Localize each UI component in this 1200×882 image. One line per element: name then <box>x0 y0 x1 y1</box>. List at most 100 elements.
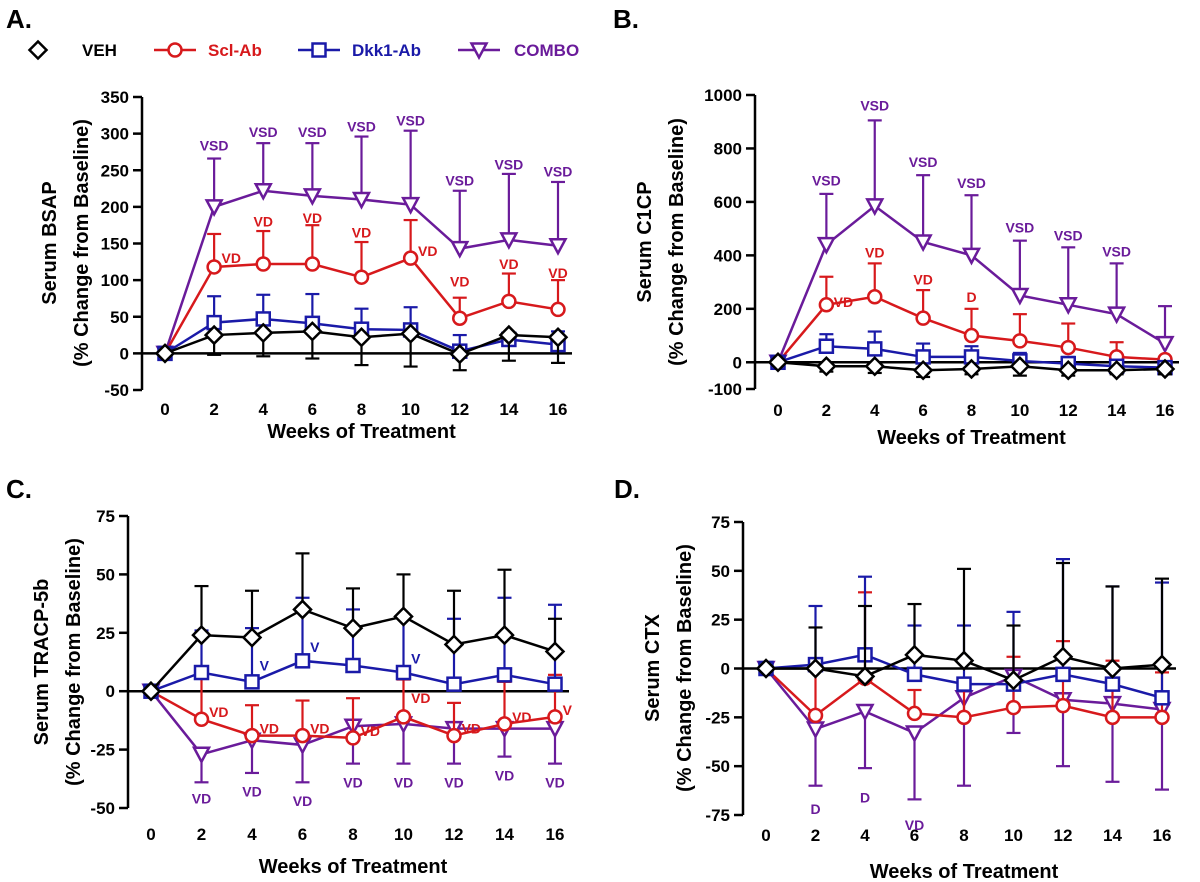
series-veh <box>755 561 1173 691</box>
y-axis-subtitle: (% Change from Baseline) <box>674 544 696 792</box>
data-point <box>449 343 471 365</box>
significance-label: VD <box>303 210 322 226</box>
data-point <box>393 606 414 627</box>
data-point <box>193 664 210 681</box>
x-tick-label: 6 <box>308 400 317 419</box>
data-point <box>867 289 883 305</box>
significance-label: VD <box>548 265 567 281</box>
panel-a: A. -50 0 50 100 150 200 250 300 350 0 2 4 6 8 10 12 14 16 W… <box>6 4 572 443</box>
significance-label: VSD <box>544 164 573 180</box>
x-axis-title: Weeks of Treatment <box>259 856 448 878</box>
legend-item-veh: VEH <box>27 39 117 61</box>
significance-label: VSD <box>445 173 474 189</box>
significance-label: VD <box>242 784 261 800</box>
x-tick-label: 6 <box>298 825 307 844</box>
x-tick-label: 4 <box>870 401 880 420</box>
significance-label: V <box>563 702 573 718</box>
data-point <box>203 324 225 346</box>
x-tick-label: 14 <box>1103 826 1122 845</box>
significance-label: VD <box>495 767 514 783</box>
data-point <box>1104 676 1121 692</box>
significance-label: VD <box>913 271 932 287</box>
data-point <box>906 705 923 722</box>
x-tick-label: 8 <box>357 400 366 419</box>
panel-b: B. -100 0 200 400 600 800 1000 0 2 4 6 8 10 12 14 16 Week… <box>613 4 1179 449</box>
x-tick-label: 4 <box>259 400 269 419</box>
significance-label: V <box>260 658 270 674</box>
data-point <box>401 196 421 215</box>
x-tick-label: 10 <box>401 400 420 419</box>
y-tick-label: -50 <box>104 381 129 400</box>
data-point <box>252 322 274 344</box>
data-point <box>867 341 883 357</box>
data-point <box>1052 646 1074 668</box>
y-tick-label: 0 <box>721 660 730 679</box>
data-point <box>1057 360 1079 381</box>
y-tick-label: 100 <box>101 271 129 290</box>
data-point <box>864 356 886 377</box>
y-tick-label: 600 <box>714 193 742 212</box>
y-tick-label: 350 <box>101 88 129 107</box>
data-point <box>767 352 789 373</box>
data-point <box>818 297 835 313</box>
legend-label: Dkk1-Ab <box>352 41 421 60</box>
x-axis-title: Weeks of Treatment <box>870 861 1059 882</box>
significance-label: VSD <box>957 175 986 191</box>
significance-label: VD <box>545 774 564 790</box>
x-tick-label: 8 <box>348 825 357 844</box>
data-point <box>547 326 569 348</box>
significance-label: VSD <box>298 124 327 140</box>
x-tick-label: 2 <box>197 825 206 844</box>
significance-label: VSD <box>860 98 889 114</box>
data-point <box>450 240 470 259</box>
data-point <box>193 711 210 727</box>
data-point <box>294 653 311 669</box>
x-tick-label: 16 <box>1153 826 1172 845</box>
data-point <box>544 641 566 662</box>
data-point <box>1154 358 1176 380</box>
data-point <box>961 358 982 380</box>
data-point <box>904 644 925 666</box>
significance-label: VD <box>352 225 371 241</box>
x-tick-label: 4 <box>860 826 870 845</box>
data-point <box>865 198 885 217</box>
legend-label: Scl-Ab <box>208 41 262 60</box>
panel-label: B. <box>613 4 639 34</box>
significance-label: VSD <box>1005 219 1034 235</box>
y-axis-title: Serum BSAP <box>39 181 61 304</box>
data-point <box>1055 697 1071 714</box>
data-point <box>496 716 513 732</box>
data-point <box>956 676 972 692</box>
legend-marker <box>469 42 489 61</box>
data-point <box>1154 709 1170 726</box>
data-point <box>548 237 568 256</box>
significance-label: VD <box>499 256 518 272</box>
data-point <box>255 256 271 272</box>
significance-label: VD <box>418 243 437 259</box>
data-point <box>953 650 975 671</box>
data-point <box>1005 699 1022 716</box>
data-point <box>446 676 462 692</box>
data-point <box>204 199 224 218</box>
data-point <box>807 707 824 724</box>
x-tick-label: 16 <box>546 825 565 844</box>
x-tick-label: 10 <box>1010 401 1029 420</box>
significance-label: VD <box>462 721 481 737</box>
significance-label: VD <box>343 774 362 790</box>
data-point <box>402 250 419 266</box>
significance-label: V <box>310 639 320 655</box>
y-tick-label: 400 <box>714 246 742 265</box>
data-point <box>351 326 372 348</box>
y-tick-label: 150 <box>101 235 129 254</box>
data-point <box>805 721 826 740</box>
y-axis-subtitle: (% Change from Baseline) <box>71 119 93 367</box>
significance-label: VSD <box>909 154 938 170</box>
data-point <box>1104 709 1121 726</box>
data-point <box>494 624 515 646</box>
data-point <box>1055 666 1071 683</box>
data-point <box>1155 335 1175 354</box>
y-tick-label: 300 <box>101 125 129 144</box>
x-axis-title: Weeks of Treatment <box>267 421 456 443</box>
significance-label: VD <box>834 294 853 310</box>
